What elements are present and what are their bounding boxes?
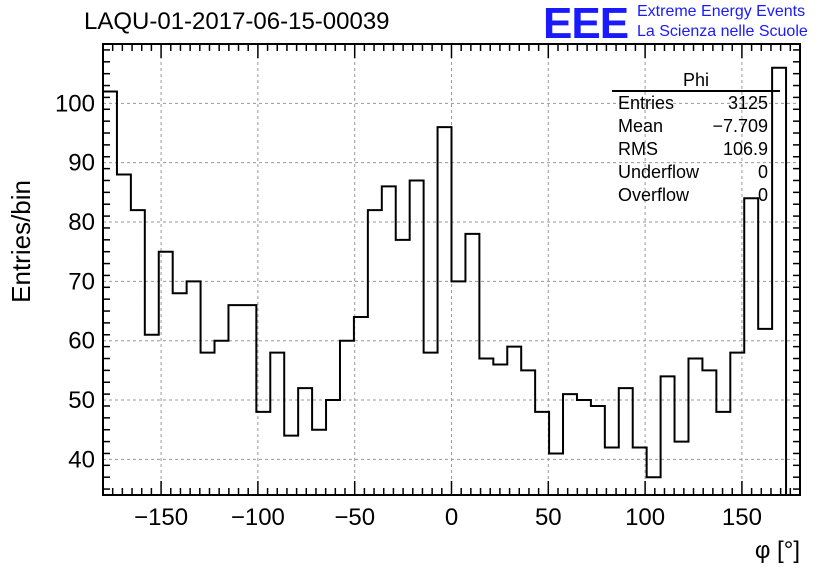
axis-ticks [103,44,800,495]
x-tick-label: 150 [722,504,762,531]
stats-value: 3125 [727,93,768,113]
y-tick-label: 80 [68,209,95,236]
y-tick-labels: 40 50 60 70 80 90 100 [55,90,95,473]
x-tick-label: −100 [231,504,285,531]
logo-line-2: La Scienza nelle Scuole [637,23,808,40]
stats-value: 0 [757,162,768,182]
x-tick-label: −50 [334,504,375,531]
logo-line-1: Extreme Energy Events [637,3,806,20]
x-tick-label: 50 [535,504,562,531]
stats-value: 106.9 [722,139,768,159]
x-axis-label: φ [°] [755,537,800,564]
y-tick-label: 100 [55,90,95,117]
y-tick-label: 90 [68,150,95,177]
y-tick-label: 70 [68,268,95,295]
x-tick-label: 0 [445,504,458,531]
eee-logo: EEE [543,0,629,48]
stats-label: Overflow [618,185,690,205]
y-axis-label: Entries/bin [6,180,36,303]
stats-title: Phi [612,70,780,92]
plot-frame [102,43,801,496]
stats-label: RMS [618,139,658,159]
stats-box: Phi Entries 3125 Mean −7.709 RMS 106.9 U… [612,70,780,207]
stats-label: Entries [618,93,675,113]
stats-row-mean: Mean −7.709 [612,115,780,138]
stats-row-entries: Entries 3125 [612,92,780,115]
y-tick-label: 40 [68,446,95,473]
x-tick-label: 100 [625,504,665,531]
stats-row-rms: RMS 106.9 [612,138,780,161]
stats-row-underflow: Underflow 0 [612,161,780,184]
stats-value: 0 [757,185,768,205]
stats-label: Mean [618,116,664,136]
y-tick-label: 50 [68,387,95,414]
x-tick-label: −150 [134,504,188,531]
histogram-series [102,66,788,495]
x-tick-labels: −150 −100 −50 0 50 100 150 [134,504,762,531]
stats-value: −7.709 [712,116,768,136]
chart-title: LAQU-01-2017-06-15-00039 [84,8,390,35]
stats-label: Underflow [618,162,700,182]
y-tick-label: 60 [68,328,95,355]
stats-row-overflow: Overflow 0 [612,184,780,207]
logo-caption: Extreme Energy Events La Scienza nelle S… [637,2,808,42]
